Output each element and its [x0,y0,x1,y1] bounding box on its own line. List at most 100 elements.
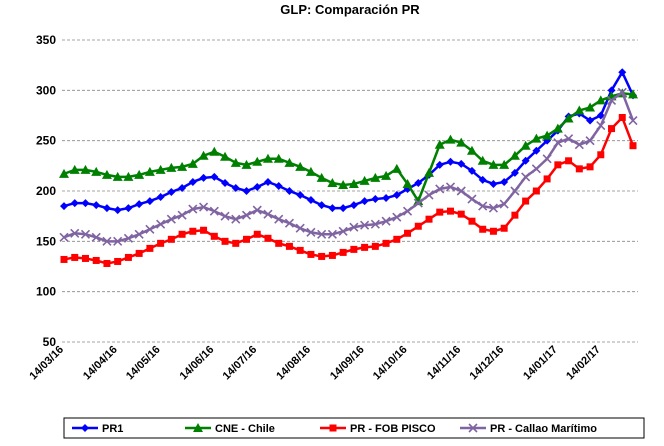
marker [543,175,551,183]
marker [382,239,390,247]
marker [542,154,552,164]
marker [81,254,89,262]
marker [81,199,90,208]
marker [521,172,531,182]
marker [629,142,637,150]
marker [563,113,574,123]
y-tick-label: 300 [36,83,56,97]
marker [413,198,423,208]
marker [468,217,476,225]
marker [102,236,112,246]
marker [296,246,304,254]
marker [575,165,583,173]
marker [489,179,498,188]
marker [350,245,358,253]
marker [91,166,102,176]
marker [317,201,326,210]
marker [510,168,519,177]
y-tick-label: 200 [36,184,56,198]
marker [618,114,626,122]
y-tick-label: 350 [36,33,56,47]
marker [554,161,562,169]
marker [221,178,230,187]
marker [404,229,412,237]
marker [274,181,283,190]
marker [178,230,186,238]
marker [574,140,584,150]
marker [457,210,465,218]
marker [124,204,133,213]
marker [241,210,252,220]
marker [166,162,177,172]
marker [349,222,359,232]
marker [210,232,218,240]
marker [552,123,563,133]
y-tick-label: 250 [36,134,56,148]
marker [318,252,326,260]
marker [466,145,477,155]
marker [595,95,606,105]
marker [361,243,369,251]
marker [188,204,198,214]
marker [70,199,79,208]
marker [263,177,272,186]
marker [381,216,391,226]
marker [157,239,165,247]
marker [135,249,143,257]
marker [445,182,456,192]
marker [296,191,305,200]
marker [510,186,520,196]
marker [328,251,336,259]
marker [360,220,370,230]
marker [135,200,144,209]
marker [596,111,605,120]
marker [199,173,208,182]
marker [456,137,467,147]
marker [391,163,402,173]
marker [434,139,445,149]
legend-marker [81,424,89,432]
marker [253,182,262,191]
marker [586,116,595,125]
marker [478,175,487,184]
marker [220,211,230,221]
marker [521,156,530,165]
marker [499,159,510,169]
marker [200,226,208,234]
marker [92,256,100,264]
marker [425,215,433,223]
marker [262,153,273,163]
y-tick-label: 150 [36,234,56,248]
marker [134,169,145,179]
marker [531,133,542,143]
marker [339,248,347,256]
x-tick-label: 14/08/16 [274,344,313,383]
marker [542,130,553,140]
marker [112,171,123,181]
marker [445,134,456,144]
legend-marker [193,423,203,432]
marker [511,211,519,219]
marker [167,188,176,197]
marker [327,229,337,239]
marker [327,177,338,187]
marker [146,244,154,252]
marker [435,184,445,194]
series-line [63,92,634,204]
x-tick-label: 14/02/17 [564,344,603,383]
marker [274,214,284,224]
marker [284,218,295,228]
marker [252,205,262,215]
marker [370,219,380,229]
marker [113,236,123,246]
marker [113,206,122,215]
marker [553,138,563,148]
marker [618,68,627,77]
marker [231,183,240,192]
marker [414,222,422,230]
marker [617,87,627,97]
marker [317,229,327,239]
marker [91,232,101,242]
x-tick-label: 14/07/16 [221,344,260,383]
